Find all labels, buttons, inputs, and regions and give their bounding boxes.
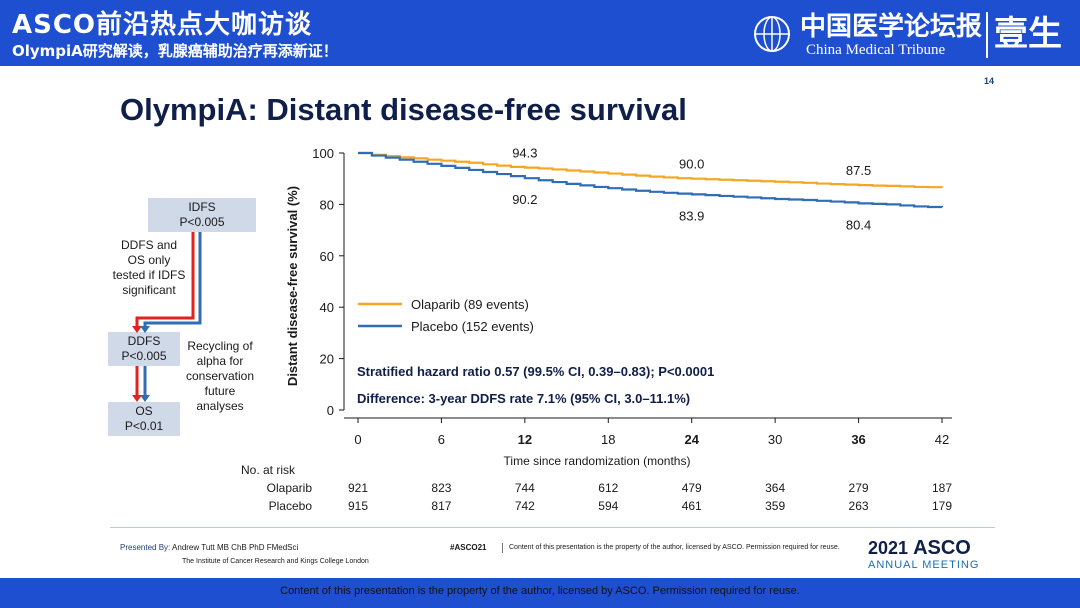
ddfs-p-value: P<0.005 xyxy=(121,349,167,363)
y-tick-label: 20 xyxy=(320,352,334,367)
at-risk-cell: 823 xyxy=(431,481,451,495)
presented-by-label: Presented By: xyxy=(120,543,171,552)
at-risk-cell: 817 xyxy=(431,499,451,513)
at-risk-cell: 263 xyxy=(849,499,869,513)
asco-annual-meeting: ANNUAL MEETING xyxy=(868,559,980,571)
x-tick-label: 24 xyxy=(684,432,699,447)
presenter-name: Andrew Tutt MB ChB PhD FMedSci xyxy=(172,543,299,552)
x-tick-label: 42 xyxy=(935,432,949,447)
point-label-olaparib-36: 87.5 xyxy=(846,163,871,178)
os-label: OS xyxy=(135,404,153,418)
idfs-label: IDFS xyxy=(188,200,216,214)
slide-title: OlympiA: Distant disease-free survival xyxy=(120,92,687,127)
y-tick-label: 60 xyxy=(320,249,334,264)
at-risk-cell: 179 xyxy=(932,499,952,513)
recycling-note-line: alpha for xyxy=(196,354,244,368)
x-tick-label: 30 xyxy=(768,432,782,447)
at-risk-table: Olaparib 921 823 744 612 479 364 279 187 Placebo 9… xyxy=(267,481,953,513)
x-tick-label: 6 xyxy=(438,432,445,447)
at-risk-cell: 744 xyxy=(515,481,535,495)
difference-annotation: Difference: 3-year DDFS rate 7.1% (95% C… xyxy=(357,391,690,406)
hazard-ratio-annotation: Stratified hazard ratio 0.57 (99.5% CI, … xyxy=(357,364,714,379)
page-number: 14 xyxy=(984,76,995,86)
idfs-p-value: P<0.005 xyxy=(179,215,225,229)
placebo-curve xyxy=(358,151,944,209)
point-label-placebo-12: 90.2 xyxy=(512,192,537,207)
olaparib-curve xyxy=(358,151,944,189)
recycling-note: Recycling of alpha for conservation futu… xyxy=(178,339,262,414)
at-risk-cell: 921 xyxy=(348,481,368,495)
content-note: Content of this presentation is the prop… xyxy=(502,543,842,553)
point-label-olaparib-12: 94.3 xyxy=(512,146,537,161)
x-tick-label: 18 xyxy=(601,432,615,447)
x-axis-label: Time since randomization (months) xyxy=(504,454,691,468)
at-risk-cell: 742 xyxy=(515,499,535,513)
presenter: Presented By: Andrew Tutt MB ChB PhD FMe… xyxy=(120,543,298,552)
point-label-placebo-36: 80.4 xyxy=(846,217,871,232)
chart-point-labels: 94.3 90.0 87.5 90.2 83.9 80.4 xyxy=(512,146,871,233)
y-tick-label: 80 xyxy=(320,197,334,212)
y-tick-label: 0 xyxy=(327,403,334,418)
recycling-note-line: Recycling of xyxy=(187,339,253,353)
x-tick-label: 12 xyxy=(518,432,532,447)
at-risk-cell: 915 xyxy=(348,499,368,513)
ddfs-label: DDFS xyxy=(127,334,161,348)
at-risk-cell: 594 xyxy=(598,499,618,513)
at-risk-title: No. at risk xyxy=(241,463,296,477)
os-p-value: P<0.01 xyxy=(124,419,164,433)
y-tick-label: 40 xyxy=(320,300,334,315)
brand-chinese-name: 中国医学论坛报 xyxy=(800,12,983,42)
legend-placebo-label: Placebo (152 events) xyxy=(411,319,534,334)
brand-english-name: China Medical Tribune xyxy=(806,42,946,58)
at-risk-cell: 359 xyxy=(765,499,785,513)
recycling-note-line: analyses xyxy=(196,399,244,413)
presenter-institute: The Institute of Cancer Research and Kin… xyxy=(182,558,369,565)
banner-title: ASCO前沿热点大咖访谈 xyxy=(12,10,313,40)
idfs-box: IDFS P<0.005 xyxy=(148,198,256,232)
asco-logo: 2021 ASCO xyxy=(868,537,971,560)
point-label-placebo-24: 83.9 xyxy=(679,208,704,223)
point-label-olaparib-24: 90.0 xyxy=(679,157,704,172)
brand-divider xyxy=(986,12,988,58)
asco-name: ASCO xyxy=(913,537,971,559)
at-risk-row-label: Placebo xyxy=(269,499,313,513)
os-box: OS P<0.01 xyxy=(108,402,180,436)
y-tick-label: 100 xyxy=(312,146,334,161)
recycling-note-line: future xyxy=(204,384,236,398)
bottom-bar xyxy=(0,578,1080,608)
at-risk-cell: 461 xyxy=(682,499,702,513)
chart-axes: 0 20 40 60 80 100 0 6 12 18 24 30 36 42 xyxy=(312,146,952,447)
at-risk-cell: 479 xyxy=(682,481,702,495)
at-risk-row-label: Olaparib xyxy=(267,481,313,495)
footer-divider xyxy=(110,527,995,528)
x-tick-label: 0 xyxy=(354,432,361,447)
y-axis-label: Distant disease-free survival (%) xyxy=(285,186,300,386)
legend-olaparib-label: Olaparib (89 events) xyxy=(411,297,529,312)
cmt-logo-icon xyxy=(754,16,790,52)
at-risk-cell: 364 xyxy=(765,481,785,495)
x-tick-label: 36 xyxy=(851,432,865,447)
banner-subtitle: OlympiA研究解读，乳腺癌辅助治疗再添新证！ xyxy=(12,42,338,60)
asco-hashtag: #ASCO21 xyxy=(450,543,487,552)
brand-yisheng: 壹生 xyxy=(994,14,1062,54)
ddfs-box: DDFS P<0.005 xyxy=(108,332,180,366)
bottom-notice: Content of this presentation is the prop… xyxy=(280,585,800,597)
recycling-note-line: conservation xyxy=(185,369,255,383)
chart-series xyxy=(358,151,944,209)
top-banner xyxy=(0,0,1080,66)
asco-year: 2021 xyxy=(868,538,909,558)
at-risk-cell: 187 xyxy=(932,481,952,495)
at-risk-cell: 612 xyxy=(598,481,618,495)
at-risk-cell: 279 xyxy=(849,481,869,495)
